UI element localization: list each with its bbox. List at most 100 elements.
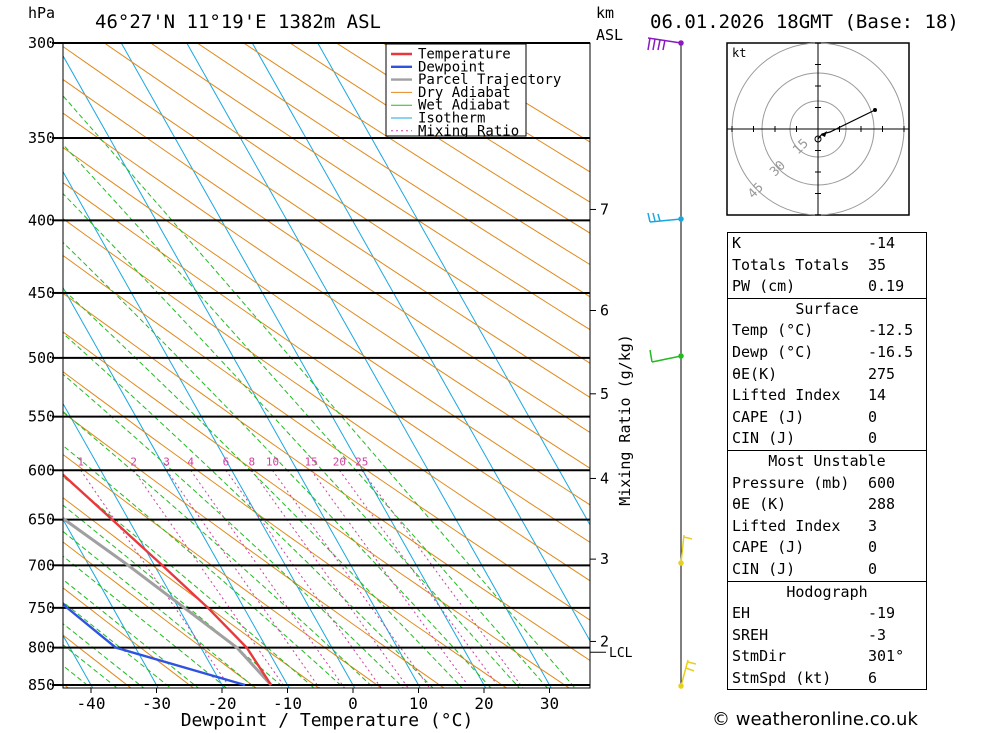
hodograph: kt 15 30 45	[726, 42, 910, 216]
dry-adiabat-line	[63, 146, 590, 506]
mu-row: Pressure (mb) 600	[732, 473, 896, 492]
height-label: 4	[600, 469, 609, 487]
wind-profile	[647, 37, 697, 689]
height-label: 5	[600, 385, 609, 403]
credit-text: © weatheronline.co.uk	[712, 709, 918, 730]
dry-adiabat-line	[63, 453, 383, 688]
pressure-label: 300	[28, 34, 55, 52]
km-label: km	[596, 4, 614, 22]
wind-barb-300	[647, 37, 684, 51]
wet-adiabat-line	[63, 555, 228, 688]
parcel-trajectory-line	[63, 516, 273, 687]
sounding-series	[63, 473, 273, 687]
temperature-tick-label: -20	[208, 694, 237, 713]
dry-adiabat-line	[63, 371, 508, 688]
location-title: 46°27'N 11°19'E 1382m ASL	[95, 11, 381, 33]
pressure-label: 450	[28, 284, 55, 302]
dewpoint-line	[63, 601, 246, 687]
lcl-label: LCL	[609, 646, 633, 661]
mixing-ratio-label: 20	[333, 455, 346, 468]
dry-adiabat-line	[63, 45, 590, 398]
legend-label: Dewpoint	[418, 59, 485, 75]
pressure-label: 650	[28, 511, 55, 529]
index-row: Totals Totals 35	[732, 255, 887, 274]
mixing-ratio-line	[338, 470, 501, 688]
legend-label: Dry Adiabat	[418, 85, 511, 101]
wet-adiabat-line	[63, 644, 118, 688]
temperature-axis: -40 -30 -20 -10 0 10 20 30	[77, 688, 559, 713]
pressure-label: 800	[28, 639, 55, 657]
mixing-ratio-line	[251, 470, 409, 688]
wet-adiabat-line	[63, 95, 576, 688]
isotherm-line	[120, 43, 487, 688]
dry-adiabat-line	[63, 497, 320, 688]
mixing-ratio-label: 3	[163, 455, 170, 468]
surface-row: CAPE (J) 0	[732, 407, 878, 426]
dry-adiabat-line	[149, 43, 590, 331]
mixing-ratio-line	[166, 470, 321, 688]
pressure-label: 750	[28, 599, 55, 617]
surface-row: Temp (°C) -12.5	[732, 321, 914, 340]
height-label: 6	[600, 302, 609, 320]
wet-adiabat-line	[63, 444, 345, 688]
temperature-line	[63, 473, 273, 686]
mu-row: Lifted Index 3	[732, 516, 878, 535]
isotherm-line	[63, 286, 290, 688]
dry-adiabat-line	[63, 78, 590, 434]
hpa-label: hPa	[28, 4, 55, 22]
mixing-ratio-label: 2	[130, 455, 137, 468]
hodo-row: StmSpd (kt) 6	[732, 668, 878, 687]
legend-label: Wet Adiabat	[418, 98, 511, 114]
dry-adiabat-line	[63, 587, 195, 688]
pressure-label: 350	[28, 129, 55, 147]
storm-motion-icon	[821, 131, 827, 137]
temperature-tick-label: 30	[540, 694, 559, 713]
temperature-tick-label: -10	[273, 694, 302, 713]
mixing-ratio-label: 10	[266, 455, 279, 468]
mixing-ratio-line	[133, 470, 286, 688]
surface-box: Surface Temp (°C) -12.5 Dewp (°C) -16.5 θE…	[727, 297, 927, 450]
isotherm-line	[186, 43, 552, 688]
mixing-ratio-axis-label: Mixing Ratio (g/kg)	[616, 334, 634, 506]
height-label: 2	[600, 632, 609, 650]
mixing-ratio-label: 4	[187, 455, 194, 468]
index-row: PW (cm) 0.19	[732, 277, 905, 296]
temperature-tick-label: -30	[142, 694, 171, 713]
dry-adiabat-line	[63, 541, 257, 688]
mu-row: θE (K) 288	[732, 495, 896, 514]
wind-barb-surface	[678, 659, 697, 689]
dry-adiabat-line	[335, 43, 590, 203]
legend-label: Temperature	[418, 47, 511, 63]
legend-label: Isotherm	[418, 111, 485, 127]
mixing-ratio-label: 8	[248, 455, 255, 468]
pressure-label: 850	[28, 676, 55, 694]
height-label: 3	[600, 550, 609, 568]
pressure-label: 700	[28, 556, 55, 574]
isotherm-line	[251, 43, 590, 642]
wind-barb-500	[649, 349, 684, 363]
pressure-label: 400	[28, 211, 55, 229]
mixing-ratio-label: 15	[304, 455, 317, 468]
surface-title: Surface	[795, 299, 859, 318]
hodograph-stats-box: Hodograph EH -19 SREH -3 StmDir 301° StmSpd…	[727, 580, 927, 691]
dry-adiabat-line	[196, 43, 590, 298]
pressure-label: 500	[28, 349, 55, 367]
hodo-row: EH -19	[732, 604, 896, 623]
x-axis-label: Dewpoint / Temperature (°C)	[181, 710, 474, 731]
dry-adiabat-line	[63, 218, 590, 582]
isotherm-line	[63, 518, 159, 688]
plot-frame	[62, 42, 591, 689]
wet-adiabat-line	[63, 373, 405, 688]
dry-adiabat-line	[103, 43, 590, 364]
index-row: K -14	[732, 234, 896, 252]
dry-adiabat-line	[63, 292, 590, 662]
wet-adiabat-line	[63, 410, 375, 688]
dry-adiabat-line	[63, 254, 590, 621]
mixing-ratio-label: 1	[77, 455, 84, 468]
mixing-ratio-line	[310, 470, 471, 688]
wind-barb-400	[647, 212, 684, 223]
indices-panel: K -14 Totals Totals 35 PW (cm) 0.19 Surface…	[727, 232, 927, 691]
height-label: 7	[600, 200, 609, 218]
isotherm-line	[63, 54, 421, 688]
